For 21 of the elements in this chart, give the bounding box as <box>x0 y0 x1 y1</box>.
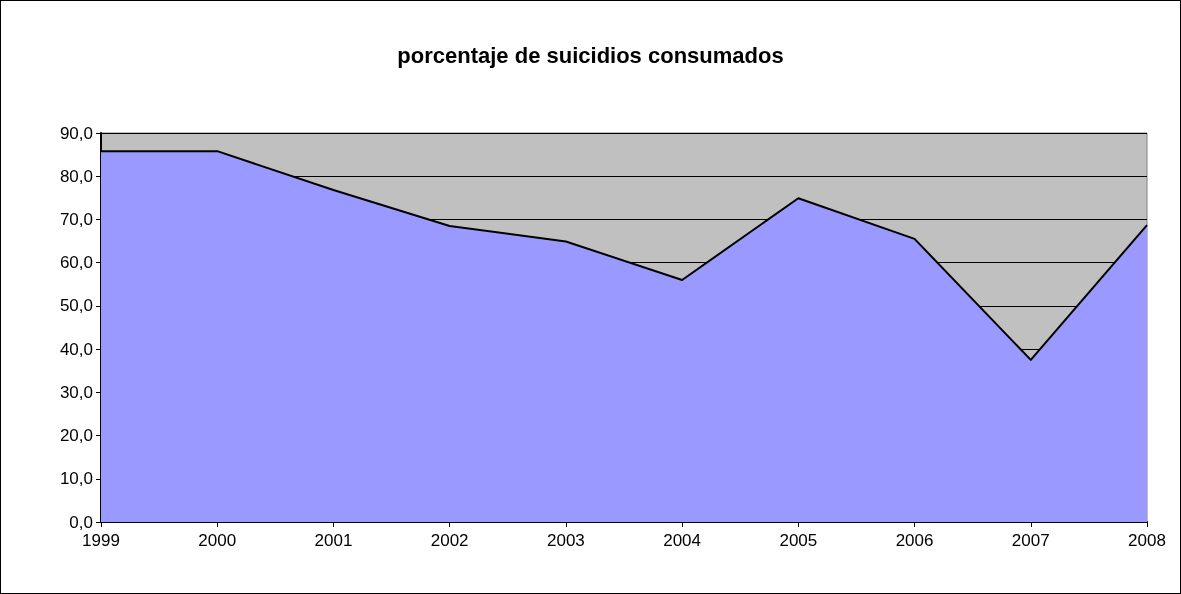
x-tick-label: 2000 <box>198 531 237 550</box>
x-tick-label: 2001 <box>314 531 353 550</box>
y-tick-label: 80,0 <box>59 166 93 186</box>
y-tick-label: 90,0 <box>59 123 93 143</box>
y-tick-label: 30,0 <box>59 382 93 402</box>
chart-title: porcentaje de suicidios consumados <box>397 42 784 68</box>
y-tick-label: 40,0 <box>59 339 93 359</box>
x-tick-label: 2007 <box>1011 531 1050 550</box>
x-tick-label: 2004 <box>663 531 702 550</box>
x-tick-label: 2006 <box>895 531 934 550</box>
y-tick-label: 50,0 <box>59 296 93 316</box>
y-tick-label: 10,0 <box>59 469 93 489</box>
y-tick-label: 60,0 <box>59 253 93 273</box>
x-tick-label: 1999 <box>82 531 120 550</box>
y-tick-label: 0,0 <box>69 512 93 532</box>
x-tick-label: 2005 <box>779 531 818 550</box>
x-tick-label: 2008 <box>1128 531 1166 550</box>
y-tick-label: 70,0 <box>59 209 93 229</box>
x-tick-label: 2002 <box>430 531 469 550</box>
x-tick-label: 2003 <box>546 531 585 550</box>
y-tick-label: 20,0 <box>59 426 93 446</box>
